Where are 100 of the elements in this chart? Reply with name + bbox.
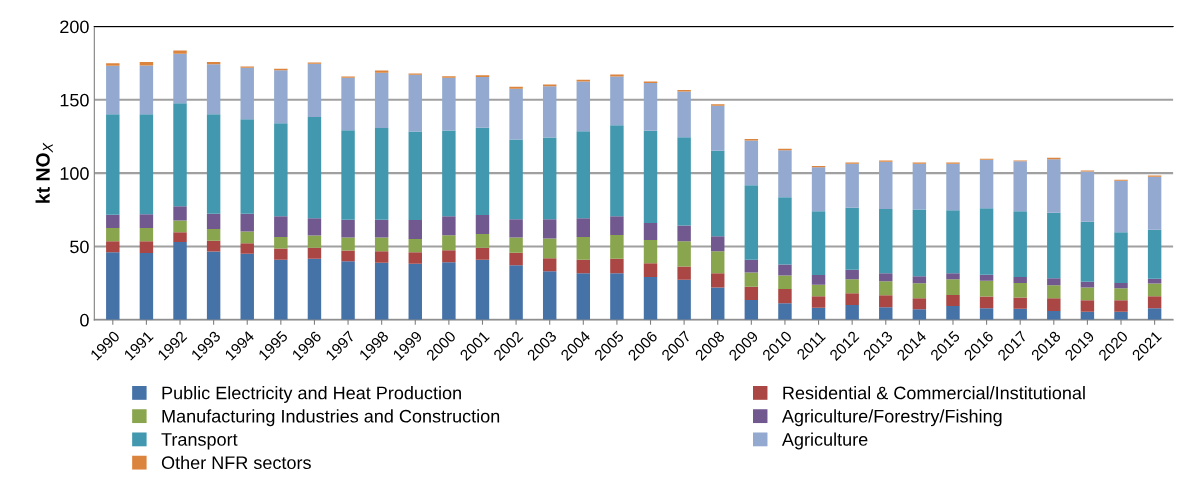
- bar: [576, 218, 591, 238]
- bar: [744, 286, 759, 300]
- bar: [879, 295, 893, 308]
- bar: [475, 247, 490, 260]
- bar: [744, 140, 759, 186]
- bar: [744, 259, 759, 273]
- bar: [341, 261, 355, 320]
- bar: [711, 251, 725, 274]
- bar: [240, 119, 254, 214]
- bar: [307, 117, 322, 219]
- bar: [576, 81, 591, 132]
- bar: [274, 123, 288, 217]
- bar: [845, 207, 859, 270]
- bar: [1047, 285, 1061, 299]
- bar: [1080, 281, 1095, 288]
- bar: [1080, 287, 1095, 301]
- bar: [542, 258, 557, 272]
- bar: [374, 128, 389, 220]
- bar: [610, 76, 624, 126]
- bar: [106, 65, 120, 115]
- bar: [778, 264, 792, 276]
- bar: [139, 65, 154, 115]
- legend-label: Public Electricity and Heat Production: [162, 386, 461, 403]
- bar: [106, 114, 120, 215]
- bar: [341, 237, 355, 251]
- bar: [845, 304, 859, 320]
- bar: [106, 214, 120, 228]
- bar: [677, 279, 691, 320]
- bar: [408, 220, 422, 239]
- bar: [139, 253, 154, 320]
- bar: [307, 235, 322, 248]
- bar: [979, 159, 994, 209]
- bar: [912, 209, 927, 277]
- bar: [1147, 283, 1162, 297]
- bar: [643, 222, 658, 240]
- legend-label: Other NFR sectors: [161, 455, 311, 470]
- bar: [509, 252, 523, 266]
- bar: [374, 72, 389, 129]
- bar: [811, 275, 826, 285]
- bar: [576, 273, 591, 320]
- bar: [1114, 282, 1128, 289]
- bar: [1114, 180, 1128, 233]
- bar: [173, 53, 187, 104]
- bar: [778, 150, 792, 198]
- bar: [811, 284, 826, 297]
- bar: [879, 161, 893, 210]
- bar: [442, 250, 456, 263]
- bar: [173, 206, 187, 221]
- y-tick-label: 150: [60, 93, 89, 107]
- bar: [240, 253, 254, 320]
- bar: [240, 243, 254, 254]
- bar: [542, 219, 557, 239]
- bar: [912, 298, 927, 310]
- bar: [240, 231, 254, 244]
- bar: [946, 210, 960, 274]
- bar: [475, 233, 490, 248]
- bar: [1147, 176, 1162, 230]
- bar: [1013, 282, 1027, 298]
- bar: [139, 214, 154, 228]
- bar: [509, 237, 523, 253]
- bar: [274, 259, 288, 320]
- bar: [139, 241, 154, 254]
- bar: [1080, 221, 1095, 282]
- bar: [711, 236, 725, 252]
- bar: [442, 216, 456, 236]
- bar: [879, 281, 893, 296]
- bar: [1080, 300, 1095, 312]
- bar: [408, 131, 422, 221]
- bar: [610, 258, 624, 274]
- legend-label: Transport: [161, 433, 238, 450]
- bar: [1047, 310, 1061, 320]
- bar: [442, 130, 456, 217]
- bar: [307, 258, 322, 320]
- y-tick-label: 0: [80, 313, 89, 327]
- bar: [509, 86, 523, 89]
- bar: [408, 252, 422, 264]
- bar: [1147, 296, 1162, 309]
- bar: [979, 296, 994, 309]
- bar: [643, 263, 658, 277]
- bar: [274, 248, 288, 260]
- bar: [677, 266, 691, 280]
- legend-label: Agriculture: [781, 432, 868, 450]
- bar: [173, 220, 187, 233]
- bar: [173, 242, 187, 320]
- bar: [374, 237, 389, 252]
- bar: [106, 252, 120, 320]
- bar: [912, 283, 927, 299]
- y-axis-title: kt NO$_{X}$: [35, 142, 53, 203]
- bar: [979, 308, 994, 320]
- bar: [778, 303, 792, 320]
- bar: [240, 67, 254, 120]
- bar: [711, 287, 725, 320]
- bar: [778, 288, 792, 304]
- bar: [173, 232, 187, 243]
- bar: [206, 240, 221, 252]
- bar: [979, 208, 994, 275]
- bar: [1013, 276, 1027, 283]
- bar: [173, 50, 187, 54]
- bar: [643, 239, 658, 264]
- bar: [475, 215, 490, 234]
